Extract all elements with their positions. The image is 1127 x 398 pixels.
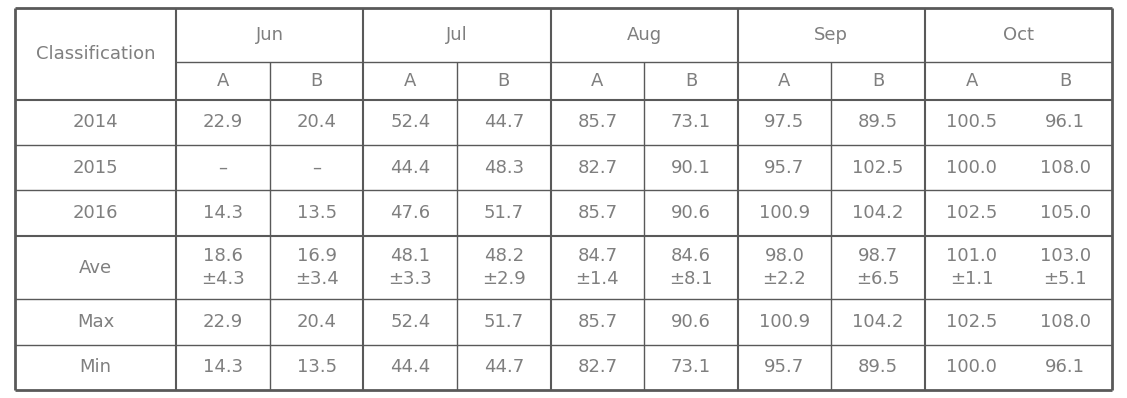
Text: 51.7: 51.7 bbox=[483, 313, 524, 331]
Text: 20.4: 20.4 bbox=[296, 313, 337, 331]
Text: 90.6: 90.6 bbox=[671, 204, 711, 222]
Text: Ave: Ave bbox=[79, 259, 113, 277]
Text: 52.4: 52.4 bbox=[390, 313, 431, 331]
Text: 108.0: 108.0 bbox=[1040, 313, 1091, 331]
Text: 96.1: 96.1 bbox=[1045, 113, 1085, 131]
Text: 104.2: 104.2 bbox=[852, 313, 904, 331]
Text: 102.5: 102.5 bbox=[946, 204, 997, 222]
Text: 2016: 2016 bbox=[73, 204, 118, 222]
Text: 103.0
±5.1: 103.0 ±5.1 bbox=[1039, 247, 1091, 289]
Text: 102.5: 102.5 bbox=[852, 159, 904, 177]
Text: Jul: Jul bbox=[446, 26, 468, 44]
Text: 2014: 2014 bbox=[73, 113, 118, 131]
Text: 51.7: 51.7 bbox=[483, 204, 524, 222]
Text: B: B bbox=[1059, 72, 1072, 90]
Text: Min: Min bbox=[80, 358, 112, 377]
Text: 100.9: 100.9 bbox=[758, 313, 810, 331]
Text: A: A bbox=[779, 72, 791, 90]
Text: 105.0: 105.0 bbox=[1039, 204, 1091, 222]
Text: A: A bbox=[216, 72, 229, 90]
Text: 52.4: 52.4 bbox=[390, 113, 431, 131]
Text: 14.3: 14.3 bbox=[203, 358, 243, 377]
Text: 22.9: 22.9 bbox=[203, 313, 243, 331]
Text: –: – bbox=[219, 159, 228, 177]
Text: 48.1
±3.3: 48.1 ±3.3 bbox=[389, 247, 432, 289]
Text: 82.7: 82.7 bbox=[577, 159, 618, 177]
Text: Oct: Oct bbox=[1003, 26, 1033, 44]
Text: B: B bbox=[872, 72, 885, 90]
Text: 73.1: 73.1 bbox=[671, 358, 711, 377]
Text: 85.7: 85.7 bbox=[577, 313, 618, 331]
Text: 102.5: 102.5 bbox=[946, 313, 997, 331]
Text: 44.4: 44.4 bbox=[390, 159, 431, 177]
Text: A: A bbox=[966, 72, 978, 90]
Text: 2015: 2015 bbox=[73, 159, 118, 177]
Text: Max: Max bbox=[77, 313, 114, 331]
Text: B: B bbox=[311, 72, 322, 90]
Text: 13.5: 13.5 bbox=[296, 204, 337, 222]
Text: 22.9: 22.9 bbox=[203, 113, 243, 131]
Text: 101.0
±1.1: 101.0 ±1.1 bbox=[947, 247, 997, 289]
Text: 82.7: 82.7 bbox=[577, 358, 618, 377]
Text: 98.7
±6.5: 98.7 ±6.5 bbox=[857, 247, 899, 289]
Text: 47.6: 47.6 bbox=[390, 204, 431, 222]
Text: 100.5: 100.5 bbox=[946, 113, 997, 131]
Text: A: A bbox=[403, 72, 416, 90]
Text: 97.5: 97.5 bbox=[764, 113, 805, 131]
Text: 100.9: 100.9 bbox=[758, 204, 810, 222]
Text: A: A bbox=[592, 72, 604, 90]
Text: Sep: Sep bbox=[815, 26, 849, 44]
Text: 95.7: 95.7 bbox=[764, 358, 805, 377]
Text: 44.7: 44.7 bbox=[483, 113, 524, 131]
Text: 20.4: 20.4 bbox=[296, 113, 337, 131]
Text: 100.0: 100.0 bbox=[947, 358, 997, 377]
Text: 18.6
±4.3: 18.6 ±4.3 bbox=[202, 247, 245, 289]
Text: –: – bbox=[312, 159, 321, 177]
Text: 73.1: 73.1 bbox=[671, 113, 711, 131]
Text: 14.3: 14.3 bbox=[203, 204, 243, 222]
Text: 16.9
±3.4: 16.9 ±3.4 bbox=[295, 247, 338, 289]
Text: 44.7: 44.7 bbox=[483, 358, 524, 377]
Text: 84.7
±1.4: 84.7 ±1.4 bbox=[576, 247, 619, 289]
Text: 89.5: 89.5 bbox=[858, 113, 898, 131]
Text: 89.5: 89.5 bbox=[858, 358, 898, 377]
Text: 100.0: 100.0 bbox=[947, 159, 997, 177]
Text: 48.2
±2.9: 48.2 ±2.9 bbox=[482, 247, 525, 289]
Text: Classification: Classification bbox=[36, 45, 156, 63]
Text: 44.4: 44.4 bbox=[390, 358, 431, 377]
Text: 108.0: 108.0 bbox=[1040, 159, 1091, 177]
Text: 96.1: 96.1 bbox=[1045, 358, 1085, 377]
Text: 95.7: 95.7 bbox=[764, 159, 805, 177]
Text: B: B bbox=[498, 72, 509, 90]
Text: 48.3: 48.3 bbox=[483, 159, 524, 177]
Text: 90.6: 90.6 bbox=[671, 313, 711, 331]
Text: 13.5: 13.5 bbox=[296, 358, 337, 377]
Text: B: B bbox=[685, 72, 696, 90]
Text: 84.6
±8.1: 84.6 ±8.1 bbox=[669, 247, 712, 289]
Text: 85.7: 85.7 bbox=[577, 113, 618, 131]
Text: Aug: Aug bbox=[627, 26, 662, 44]
Text: 85.7: 85.7 bbox=[577, 204, 618, 222]
Text: 98.0
±2.2: 98.0 ±2.2 bbox=[763, 247, 806, 289]
Text: 104.2: 104.2 bbox=[852, 204, 904, 222]
Text: 90.1: 90.1 bbox=[671, 159, 711, 177]
Text: Jun: Jun bbox=[256, 26, 284, 44]
